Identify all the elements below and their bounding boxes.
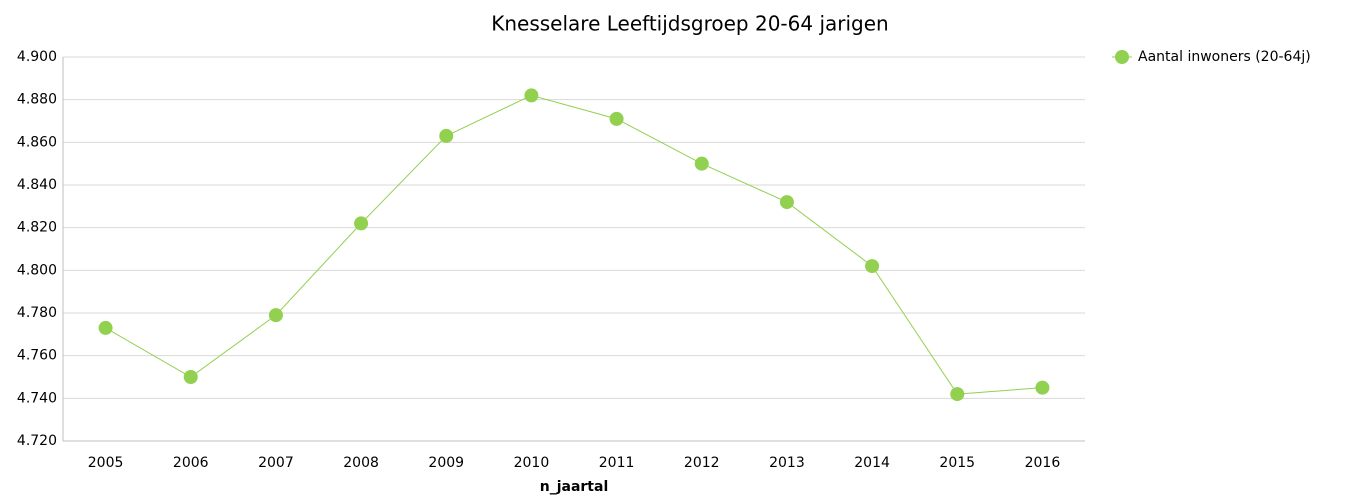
data-point [268,308,283,323]
y-tick-label: 4.900 [17,49,57,65]
series-line [105,94,1043,395]
data-point [1035,380,1050,395]
x-tick-label: 2007 [258,455,294,471]
data-point [439,128,454,143]
legend-label: Aantal inwoners (20-64j) [1138,49,1311,65]
x-tick-label: 2013 [769,455,805,471]
y-tick-label: 4.800 [17,262,57,278]
legend-marker [1115,50,1129,64]
x-tick-label: 2014 [854,455,890,471]
y-tick-label: 4.760 [17,348,57,364]
data-point [865,259,880,274]
x-tick-label: 2006 [173,455,209,471]
data-point [524,88,539,103]
x-tick-label: 2009 [428,455,464,471]
x-tick-label: 2008 [343,455,379,471]
y-tick-label: 4.860 [17,134,57,150]
data-point [950,387,965,402]
x-tick-label: 2015 [939,455,975,471]
x-tick-label: 2005 [88,455,124,471]
x-tick-label: 2010 [514,455,550,471]
chart-title: Knesselare Leeftijdsgroep 20-64 jarigen [491,12,888,36]
data-point [98,320,113,335]
data-point [609,111,624,126]
data-point [779,195,794,210]
y-tick-label: 4.880 [17,92,57,108]
x-tick-label: 2012 [684,455,720,471]
y-tick-label: 4.740 [17,390,57,406]
x-axis-label: n_jaartal [540,479,609,495]
x-tick-label: 2016 [1025,455,1061,471]
y-tick-label: 4.780 [17,305,57,321]
data-point [354,216,369,231]
y-tick-label: 4.840 [17,177,57,193]
x-tick-label: 2011 [599,455,635,471]
y-tick-label: 4.720 [17,433,57,449]
data-point [694,156,709,171]
data-point [183,370,198,384]
y-tick-label: 4.820 [17,220,57,236]
